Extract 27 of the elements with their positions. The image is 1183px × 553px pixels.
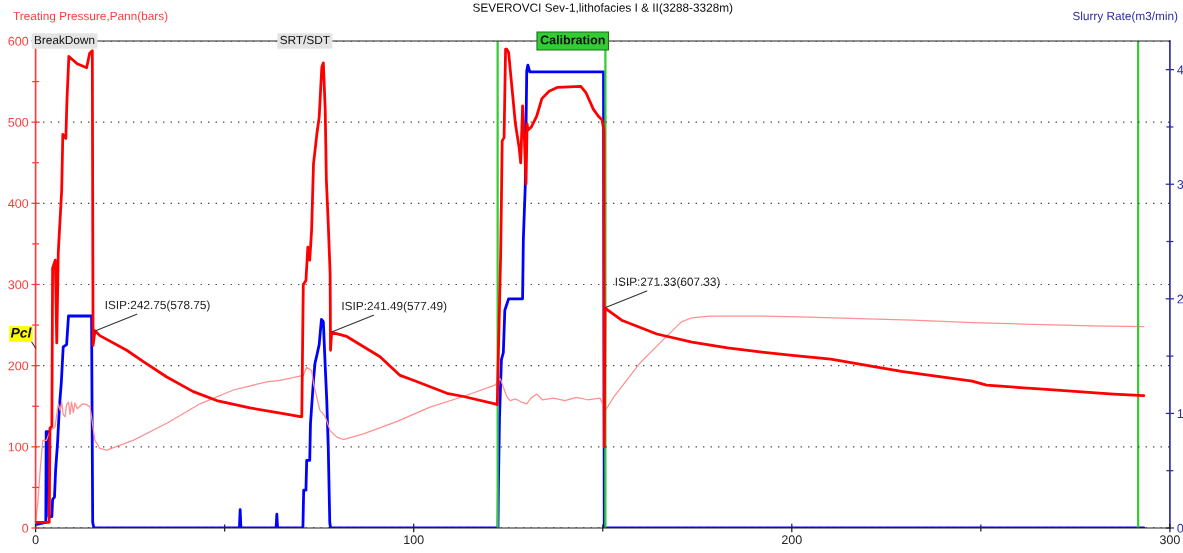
x-tick-label: 300 [1159,535,1180,545]
y-tick-label: 100 [8,442,29,452]
y-tick-label: 200 [8,361,29,371]
y-tick-label: 0 [22,523,29,533]
annotation: ISIP:241.49(577.49) [342,301,447,313]
ref-line-label: Calibration [540,35,605,45]
annotation: BreakDown [34,35,95,45]
annotation: ISIP:242.75(578.75) [105,300,210,312]
annotation: SRT/SDT [280,35,330,45]
chart-title: SEVEROVCI Sev-1,lithofacies I & II(3288-3328m) [473,3,733,15]
y-tick-label: 500 [8,117,29,127]
y-axis-title: Treating Pressure,Pann(bars) [13,11,168,23]
text: Pcl [10,327,32,338]
y2-tick-label: 2 [1177,294,1183,304]
y2-tick-label: 1 [1177,409,1183,418]
y-tick-label: 600 [8,36,29,46]
x-tick-label: 100 [404,535,424,545]
y2-tick-label: 0 [1177,523,1183,533]
y-tick-label: 400 [8,199,29,208]
annotation: ISIP:271.33(607.33) [615,277,720,289]
y-tick-label: 300 [8,280,29,290]
line-series [35,315,1145,523]
y2-tick-label: 4 [1177,65,1183,75]
y2-tick-label: 3 [1177,180,1183,189]
y2-axis-title: Slurry Rate(m3/min) [1072,11,1178,23]
x-tick-label: 0 [32,535,39,545]
x-tick-label: 200 [782,535,802,545]
